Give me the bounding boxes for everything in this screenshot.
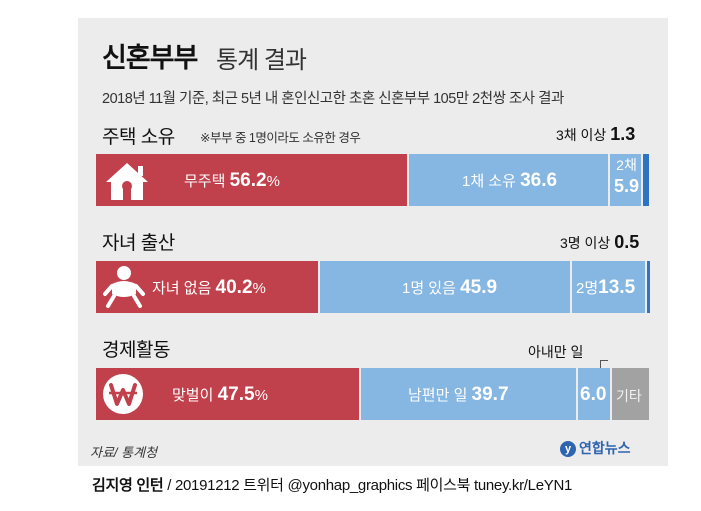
label-value: 56.2	[229, 170, 267, 191]
label-husband-only: 남편만 일 39.7	[408, 384, 509, 406]
logo-text: 연합뉴스	[579, 440, 631, 456]
label-text: 무주택	[184, 173, 226, 190]
section-title-employment: 경제활동	[102, 340, 170, 361]
section-title-housing: 주택 소유	[102, 127, 175, 148]
baby-icon	[103, 266, 145, 308]
callout-leader-line	[600, 360, 601, 368]
chart-title: 신혼부부	[102, 43, 198, 73]
label-text: 2명	[576, 280, 599, 297]
credit-name: 김지영 인턴	[92, 477, 164, 494]
label-unit: %	[252, 280, 266, 297]
label-value: 47.5	[217, 384, 255, 405]
credit-line: 김지영 인턴 / 20191212 트위터 @yonhap_graphics 페…	[92, 474, 572, 495]
logo-mark-icon: y	[560, 441, 576, 458]
label-value: 13.5	[598, 277, 636, 298]
callout-leader-line	[600, 360, 608, 361]
label-value: 40.2	[215, 277, 253, 298]
section-title-children: 자녀 출산	[102, 233, 175, 254]
label-value: 39.7	[471, 384, 509, 405]
label-text: 맞벌이	[172, 387, 214, 404]
bar-segment-three-plus-houses	[643, 154, 649, 206]
label-other: 기타	[616, 388, 642, 404]
label-value: 5.9	[613, 176, 640, 196]
callout-label: 3채 이상	[556, 127, 607, 143]
section-note-housing: ※부부 중 1명이라도 소유한 경우	[200, 131, 361, 145]
bar-segment-wife-only	[578, 368, 610, 420]
label-value: 6.0	[580, 384, 607, 405]
label-text: 자녀 없음	[152, 280, 212, 297]
label-text: 1명 있음	[402, 280, 456, 297]
label-text: 1채 소유	[462, 173, 516, 190]
label-one-child: 1명 있음 45.9	[402, 277, 497, 299]
label-unit: %	[254, 387, 268, 404]
bar-segment-two-houses	[610, 154, 641, 206]
callout-label: 3명 이상	[560, 235, 611, 251]
label-text: 남편만 일	[408, 387, 468, 404]
label-no-house: 무주택 56.2%	[184, 170, 280, 192]
callout-value: 1.3	[610, 124, 636, 144]
callout-value: 0.5	[614, 232, 640, 252]
bar-segment-two-children	[572, 261, 645, 313]
bar-segment-husband-only	[361, 368, 576, 420]
label-dual-income: 맞벌이 47.5%	[172, 384, 268, 406]
bar-segment-one-child	[320, 261, 570, 313]
label-two-children: 2명13.5	[576, 277, 635, 299]
label-one-house: 1채 소유 36.6	[462, 170, 557, 192]
bar-segment-three-plus-children	[647, 261, 650, 313]
label-two-houses: 2채 5.9	[612, 155, 641, 197]
chart-title-rest: 통계 결과	[216, 47, 307, 74]
house-icon	[106, 163, 148, 200]
callout-children: 3명 이상 0.5	[560, 232, 639, 253]
yonhap-logo: y 연합뉴스	[560, 438, 631, 458]
credit-details: / 20191212 트위터 @yonhap_graphics 페이스북 tun…	[163, 477, 573, 494]
source-note: 자료/ 통계청	[90, 445, 158, 460]
callout-wife-only: 아내만 일	[528, 342, 583, 362]
label-value: 36.6	[520, 170, 558, 191]
label-text: 2채	[616, 157, 637, 173]
callout-label: 아내만 일	[528, 344, 584, 360]
won-coin-icon	[103, 374, 143, 414]
bar-segment-one-house	[409, 154, 608, 206]
bar-segment-no-house	[96, 154, 407, 206]
callout-housing: 3채 이상 1.3	[556, 124, 635, 145]
label-wife-only: 6.0	[580, 384, 606, 406]
label-no-children: 자녀 없음 40.2%	[152, 277, 266, 299]
label-unit: %	[266, 173, 280, 190]
bar-segment-other	[612, 368, 649, 420]
chart-subtitle: 2018년 11월 기준, 최근 5년 내 혼인신고한 초혼 신혼부부 105만…	[102, 91, 564, 107]
label-value: 45.9	[460, 277, 498, 298]
